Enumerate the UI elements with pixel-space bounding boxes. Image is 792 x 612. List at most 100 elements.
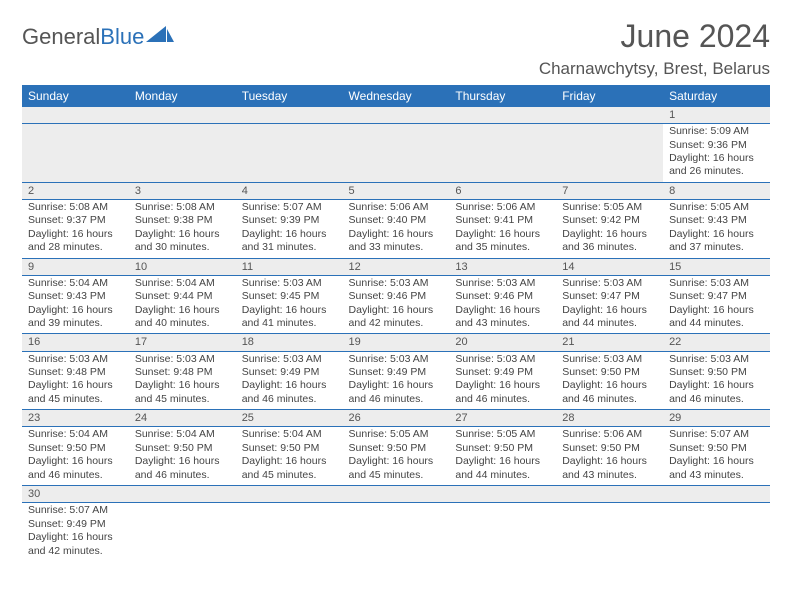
day-info-cell: Sunrise: 5:05 AMSunset: 9:50 PMDaylight:…: [343, 427, 450, 486]
day-d1: Daylight: 16 hours: [562, 379, 657, 392]
day-ss: Sunset: 9:50 PM: [349, 442, 444, 455]
day-info-cell: Sunrise: 5:06 AMSunset: 9:50 PMDaylight:…: [556, 427, 663, 486]
day-info-cell: [129, 124, 236, 183]
day-number-cell: 4: [236, 182, 343, 199]
day-d2: and 46 minutes.: [669, 393, 764, 406]
day-d1: Daylight: 16 hours: [28, 304, 123, 317]
day-d1: Daylight: 16 hours: [455, 304, 550, 317]
day-d1: Daylight: 16 hours: [562, 228, 657, 241]
day-sr: Sunrise: 5:05 AM: [455, 428, 550, 441]
day-d1: Daylight: 16 hours: [135, 228, 230, 241]
day-ss: Sunset: 9:36 PM: [669, 139, 764, 152]
day-number-cell: 27: [449, 410, 556, 427]
day-number-cell: [343, 107, 450, 124]
day-ss: Sunset: 9:50 PM: [28, 442, 123, 455]
day-d1: Daylight: 16 hours: [455, 379, 550, 392]
day-number-cell: [236, 486, 343, 503]
day-sr: Sunrise: 5:06 AM: [349, 201, 444, 214]
day-number-cell: 9: [22, 258, 129, 275]
day-info-cell: Sunrise: 5:03 AMSunset: 9:49 PMDaylight:…: [449, 351, 556, 410]
day-d2: and 37 minutes.: [669, 241, 764, 254]
day-d2: and 44 minutes.: [562, 317, 657, 330]
day-info-cell: [129, 503, 236, 561]
day-ss: Sunset: 9:48 PM: [135, 366, 230, 379]
day-d2: and 42 minutes.: [349, 317, 444, 330]
day-number-cell: 20: [449, 334, 556, 351]
day-d1: Daylight: 16 hours: [242, 379, 337, 392]
day-number-cell: 15: [663, 258, 770, 275]
day-d2: and 39 minutes.: [28, 317, 123, 330]
day-sr: Sunrise: 5:03 AM: [242, 353, 337, 366]
day-d2: and 43 minutes.: [455, 317, 550, 330]
day-sr: Sunrise: 5:04 AM: [28, 428, 123, 441]
day-sr: Sunrise: 5:03 AM: [669, 277, 764, 290]
day-number-cell: 14: [556, 258, 663, 275]
daynum-row: 30: [22, 486, 770, 503]
day-ss: Sunset: 9:46 PM: [349, 290, 444, 303]
day-number-cell: 8: [663, 182, 770, 199]
day-number-cell: 7: [556, 182, 663, 199]
day-ss: Sunset: 9:41 PM: [455, 214, 550, 227]
day-sr: Sunrise: 5:03 AM: [349, 277, 444, 290]
day-d1: Daylight: 16 hours: [28, 531, 123, 544]
day-number-cell: 26: [343, 410, 450, 427]
day-number-cell: 5: [343, 182, 450, 199]
info-row: Sunrise: 5:08 AMSunset: 9:37 PMDaylight:…: [22, 199, 770, 258]
day-d2: and 44 minutes.: [669, 317, 764, 330]
day-sr: Sunrise: 5:05 AM: [349, 428, 444, 441]
weekday-header: Thursday: [449, 85, 556, 107]
day-info-cell: [663, 503, 770, 561]
day-sr: Sunrise: 5:03 AM: [669, 353, 764, 366]
day-d2: and 43 minutes.: [669, 469, 764, 482]
logo: GeneralBlue: [22, 24, 174, 50]
daynum-row: 23242526272829: [22, 410, 770, 427]
day-info-cell: Sunrise: 5:09 AMSunset: 9:36 PMDaylight:…: [663, 124, 770, 183]
day-d2: and 46 minutes.: [135, 469, 230, 482]
day-sr: Sunrise: 5:03 AM: [135, 353, 230, 366]
day-ss: Sunset: 9:49 PM: [242, 366, 337, 379]
day-ss: Sunset: 9:40 PM: [349, 214, 444, 227]
day-info-cell: Sunrise: 5:04 AMSunset: 9:44 PMDaylight:…: [129, 275, 236, 334]
day-sr: Sunrise: 5:03 AM: [349, 353, 444, 366]
day-d1: Daylight: 16 hours: [135, 455, 230, 468]
day-ss: Sunset: 9:47 PM: [562, 290, 657, 303]
day-ss: Sunset: 9:50 PM: [562, 442, 657, 455]
day-sr: Sunrise: 5:06 AM: [455, 201, 550, 214]
day-d2: and 46 minutes.: [242, 393, 337, 406]
day-ss: Sunset: 9:47 PM: [669, 290, 764, 303]
day-number-cell: 13: [449, 258, 556, 275]
day-sr: Sunrise: 5:09 AM: [669, 125, 764, 138]
day-info-cell: Sunrise: 5:07 AMSunset: 9:39 PMDaylight:…: [236, 199, 343, 258]
day-d2: and 42 minutes.: [28, 545, 123, 558]
day-info-cell: Sunrise: 5:03 AMSunset: 9:49 PMDaylight:…: [236, 351, 343, 410]
day-number-cell: [129, 486, 236, 503]
page-title: June 2024: [621, 18, 770, 55]
day-number-cell: [556, 486, 663, 503]
day-ss: Sunset: 9:43 PM: [28, 290, 123, 303]
day-info-cell: [449, 124, 556, 183]
day-ss: Sunset: 9:43 PM: [669, 214, 764, 227]
day-d2: and 30 minutes.: [135, 241, 230, 254]
day-info-cell: Sunrise: 5:03 AMSunset: 9:46 PMDaylight:…: [343, 275, 450, 334]
day-info-cell: Sunrise: 5:04 AMSunset: 9:50 PMDaylight:…: [22, 427, 129, 486]
day-d1: Daylight: 16 hours: [669, 152, 764, 165]
day-ss: Sunset: 9:44 PM: [135, 290, 230, 303]
day-info-cell: Sunrise: 5:03 AMSunset: 9:48 PMDaylight:…: [22, 351, 129, 410]
day-d1: Daylight: 16 hours: [455, 455, 550, 468]
day-ss: Sunset: 9:49 PM: [349, 366, 444, 379]
weekday-header: Monday: [129, 85, 236, 107]
day-ss: Sunset: 9:49 PM: [28, 518, 123, 531]
day-info-cell: Sunrise: 5:06 AMSunset: 9:40 PMDaylight:…: [343, 199, 450, 258]
logo-text-general: General: [22, 24, 100, 50]
day-ss: Sunset: 9:50 PM: [455, 442, 550, 455]
day-number-cell: 2: [22, 182, 129, 199]
day-info-cell: Sunrise: 5:03 AMSunset: 9:50 PMDaylight:…: [556, 351, 663, 410]
day-sr: Sunrise: 5:07 AM: [669, 428, 764, 441]
day-d1: Daylight: 16 hours: [135, 379, 230, 392]
day-ss: Sunset: 9:50 PM: [242, 442, 337, 455]
daynum-row: 2345678: [22, 182, 770, 199]
day-number-cell: 10: [129, 258, 236, 275]
day-d1: Daylight: 16 hours: [349, 455, 444, 468]
day-number-cell: 21: [556, 334, 663, 351]
day-number-cell: [556, 107, 663, 124]
